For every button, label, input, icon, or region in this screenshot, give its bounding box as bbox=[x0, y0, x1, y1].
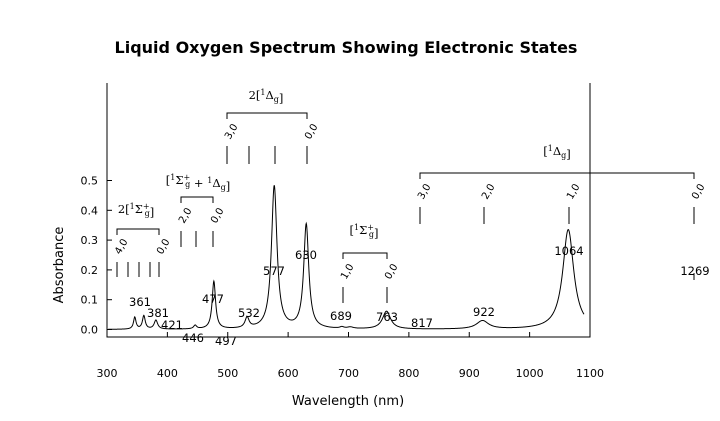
transition-label: [1Σ+ g + 1Δg] bbox=[166, 173, 231, 193]
peak-label: 497 bbox=[215, 334, 237, 348]
transition-bracket bbox=[180, 196, 214, 203]
x-axis: 300 400 500 600 700 800 900 1000 1100 bbox=[97, 332, 604, 380]
x-tick-label: 800 bbox=[398, 367, 419, 380]
spectrum-line-group bbox=[108, 185, 585, 330]
level-label: 2,0 bbox=[480, 182, 497, 201]
x-tick-label: 1000 bbox=[516, 367, 544, 380]
x-tick-label: 700 bbox=[338, 367, 359, 380]
level-label: 0,0 bbox=[155, 237, 172, 256]
transition-label: [1Δg] bbox=[543, 144, 571, 161]
x-axis-label: Wavelength (nm) bbox=[292, 394, 404, 409]
transition-group: 2[1Δg] 3,0 0,0 bbox=[223, 88, 321, 164]
transition-label: 2[1Σ+ g] bbox=[118, 202, 154, 219]
level-label: 0,0 bbox=[383, 262, 400, 281]
peak-label: 421 bbox=[161, 318, 183, 332]
y-axis: 0.0 0.1 0.2 0.3 0.4 0.5 bbox=[81, 175, 112, 337]
x-tick-label: 400 bbox=[157, 367, 178, 380]
peak-label: 1269 bbox=[680, 264, 709, 278]
x-tick-label: 300 bbox=[97, 367, 118, 380]
transition-bracket bbox=[342, 252, 388, 259]
level-label: 3,0 bbox=[223, 122, 240, 141]
peak-label: 689 bbox=[330, 309, 352, 323]
plot-border bbox=[106, 83, 591, 338]
level-label: 4,0 bbox=[113, 237, 130, 256]
transition-bracket bbox=[419, 172, 695, 179]
transition-bracket bbox=[226, 112, 308, 119]
y-axis-label: Absorbance bbox=[52, 227, 67, 304]
level-label: 0,0 bbox=[303, 122, 320, 141]
level-label: 1,0 bbox=[565, 182, 582, 201]
x-tick-label: 600 bbox=[278, 367, 299, 380]
chart-title: Liquid Oxygen Spectrum Showing Electroni… bbox=[115, 38, 578, 57]
transition-label: [1Σ+ g] bbox=[349, 223, 378, 240]
peak-label: 532 bbox=[238, 306, 260, 320]
peak-label: 922 bbox=[473, 305, 495, 319]
level-label: 0,0 bbox=[690, 182, 707, 201]
transition-group: [1Σ+ g] 1,0 0,0 bbox=[339, 223, 401, 303]
peak-label: 630 bbox=[295, 248, 317, 262]
peak-label: 477 bbox=[202, 292, 224, 306]
transition-group: [1Δg] 3,0 2,0 1,0 0,0 bbox=[416, 144, 708, 224]
peak-label: 1064 bbox=[554, 244, 583, 258]
spectrum-line bbox=[108, 185, 585, 330]
level-label: 3,0 bbox=[416, 182, 433, 201]
y-tick-label: 0.3 bbox=[81, 234, 99, 247]
x-tick-label: 500 bbox=[217, 367, 238, 380]
peak-label: 381 bbox=[147, 306, 169, 320]
level-label: 2,0 bbox=[177, 206, 194, 225]
peak-label: 577 bbox=[263, 264, 285, 278]
y-tick-label: 0.1 bbox=[81, 294, 99, 307]
x-tick-label: 1100 bbox=[576, 367, 604, 380]
y-tick-label: 0.2 bbox=[81, 264, 99, 277]
peak-label: 361 bbox=[129, 295, 151, 309]
peak-label: 763 bbox=[376, 310, 398, 324]
y-tick-label: 0.5 bbox=[81, 175, 99, 188]
transition-bracket bbox=[116, 228, 160, 235]
y-tick-label: 0.4 bbox=[81, 204, 99, 217]
transition-group: 2[1Σ+ g] 4,0 0,0 bbox=[113, 202, 173, 277]
peak-label: 446 bbox=[182, 331, 204, 345]
transition-group: [1Σ+ g + 1Δg] 2,0 0,0 bbox=[166, 173, 231, 247]
plot-frame bbox=[106, 83, 591, 338]
transition-annotations: 2[1Σ+ g] 4,0 0,0 [1Σ+ g + 1Δg] 2,0 0,0 2[1Δg] 3,0… bbox=[113, 88, 708, 303]
y-tick-label: 0.0 bbox=[81, 324, 99, 337]
level-label: 1,0 bbox=[339, 262, 356, 281]
peak-label: 817 bbox=[411, 316, 433, 330]
x-tick-label: 900 bbox=[459, 367, 480, 380]
level-label: 0,0 bbox=[209, 206, 226, 225]
transition-label: 2[1Δg] bbox=[249, 88, 284, 105]
